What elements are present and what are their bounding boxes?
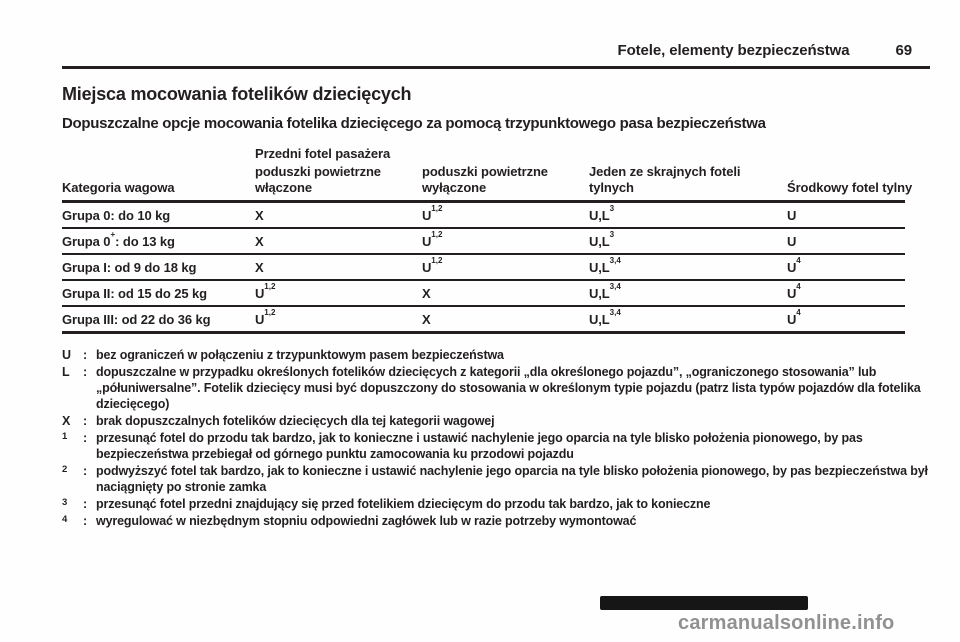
child-seat-mounting-table: Przedni fotel pasażera Kategoria wagowa … xyxy=(62,146,913,334)
row-label-weight-group: Grupa 0: do 10 kg xyxy=(62,207,171,223)
table-header: Przedni fotel pasażera Kategoria wagowa … xyxy=(62,146,913,203)
column-header-outer-rear-seat: Jeden ze skrajnych foteli tylnych xyxy=(589,164,741,195)
legend-text: przesunąć fotel do przodu tak bardzo, ja… xyxy=(96,430,863,461)
table-cell: U xyxy=(787,207,797,223)
page-header: Fotele, elementy bezpieczeństwa 69 xyxy=(62,42,930,69)
legend-colon: : xyxy=(83,513,88,528)
legend-symbol: X xyxy=(62,413,71,428)
legend-symbol: 2 xyxy=(62,463,68,475)
column-header-weight-category: Kategoria wagowa xyxy=(62,179,175,195)
table-cell: U,L3 xyxy=(589,204,615,223)
row-label-weight-group: Grupa 0+: do 13 kg xyxy=(62,230,175,249)
table-cell: X xyxy=(255,233,264,249)
legend-symbol: L xyxy=(62,364,70,379)
page-title: Miejsca mocowania fotelików dziecięcych xyxy=(62,84,412,104)
legend-colon: : xyxy=(83,430,88,445)
legend-item: 1: przesunąć fotel do przodu tak bardzo, … xyxy=(62,430,930,462)
legend-colon: : xyxy=(83,463,88,478)
legend-colon: : xyxy=(83,364,88,379)
legend-colon: : xyxy=(83,347,88,362)
table-cell: U4 xyxy=(787,308,801,327)
legend-text: dopuszczalne w przypadku określonych fot… xyxy=(96,364,921,411)
table-cell: X xyxy=(255,207,264,223)
legend-symbol: 1 xyxy=(62,430,68,442)
table-cell: U,L3,4 xyxy=(589,256,621,275)
table-cell: X xyxy=(422,285,431,301)
legend-colon: : xyxy=(83,496,88,511)
row-label-weight-group: Grupa III: od 22 do 36 kg xyxy=(62,311,211,327)
legend-text: bez ograniczeń w połączeniu z trzypunkto… xyxy=(96,347,504,362)
legend-symbol: 3 xyxy=(62,496,68,508)
page-content: Fotele, elementy bezpieczeństwa 69 Miejs… xyxy=(62,0,930,530)
legend-item: 3: przesunąć fotel przedni znajdujący się… xyxy=(62,496,930,512)
column-header-centre-rear-seat: Środkowy fotel tylny xyxy=(787,179,913,195)
table-cell: X xyxy=(255,259,264,275)
legend-symbol: U xyxy=(62,347,71,362)
table-cell: U4 xyxy=(787,256,801,275)
legend-item: L: dopuszczalne w przypadku określonych f… xyxy=(62,364,930,412)
watermark-bar xyxy=(600,596,808,610)
table-cell: U,L3,4 xyxy=(589,308,621,327)
table-cell: U1,2 xyxy=(255,282,276,301)
legend-item: U: bez ograniczeń w połączeniu z trzypunk… xyxy=(62,347,930,363)
legend-text: brak dopuszczalnych fotelików dziecięcyc… xyxy=(96,413,495,428)
table-cell: X xyxy=(422,311,431,327)
legend-item: 4: wyregulować w niezbędnym stopniu odpow… xyxy=(62,513,930,529)
table-row: Grupa I: od 9 do 18 kg X U1,2 U,L3,4 U4 xyxy=(62,255,905,281)
table-cell: U1,2 xyxy=(422,256,443,275)
row-label-weight-group: Grupa II: od 15 do 25 kg xyxy=(62,285,207,301)
legend-item: X: brak dopuszczalnych fotelików dziecięc… xyxy=(62,413,930,429)
column-header-airbags-on: poduszki powietrzne włączone xyxy=(255,164,381,195)
legend-text: wyregulować w niezbędnym stopniu odpowie… xyxy=(96,513,637,528)
row-label-weight-group: Grupa I: od 9 do 18 kg xyxy=(62,259,197,275)
table-body: Grupa 0: do 10 kg X U1,2 U,L3 U Grupa 0+: do … xyxy=(62,203,905,334)
table-cell: U1,2 xyxy=(422,204,443,223)
column-group-header-front-passenger-seat: Przedni fotel pasażera xyxy=(255,146,391,161)
table-cell: U4 xyxy=(787,282,801,301)
page-subtitle: Dopuszczalne opcje mocowania fotelika dz… xyxy=(62,115,766,132)
table-row: Grupa 0: do 10 kg X U1,2 U,L3 U xyxy=(62,203,905,229)
table-cell: U xyxy=(787,233,797,249)
table-cell: U,L3,4 xyxy=(589,282,621,301)
table-cell: U1,2 xyxy=(422,230,443,249)
table-cell: U,L3 xyxy=(589,230,615,249)
table-row: Grupa 0+: do 13 kg X U1,2 U,L3 U xyxy=(62,229,905,255)
table-row: Grupa II: od 15 do 25 kg U1,2 X U,L3,4 U4 xyxy=(62,281,905,307)
table-row: Grupa III: od 22 do 36 kg U1,2 X U,L3,4 U4 xyxy=(62,307,905,334)
column-header-airbags-off: poduszki powietrzne wyłączone xyxy=(422,164,548,195)
page-number: 69 xyxy=(895,42,913,59)
legend-colon: : xyxy=(83,413,88,428)
legend: U: bez ograniczeń w połączeniu z trzypunk… xyxy=(62,347,930,529)
table-cell: U1,2 xyxy=(255,308,276,327)
watermark-text: carmanualsonline.info xyxy=(678,612,895,634)
legend-text: podwyższyć fotel tak bardzo, jak to koni… xyxy=(96,463,928,494)
legend-text: przesunąć fotel przedni znajdujący się p… xyxy=(96,496,711,511)
legend-item: 2: podwyższyć fotel tak bardzo, jak to ko… xyxy=(62,463,930,495)
legend-symbol: 4 xyxy=(62,513,68,525)
section-title: Fotele, elementy bezpieczeństwa xyxy=(617,42,850,59)
